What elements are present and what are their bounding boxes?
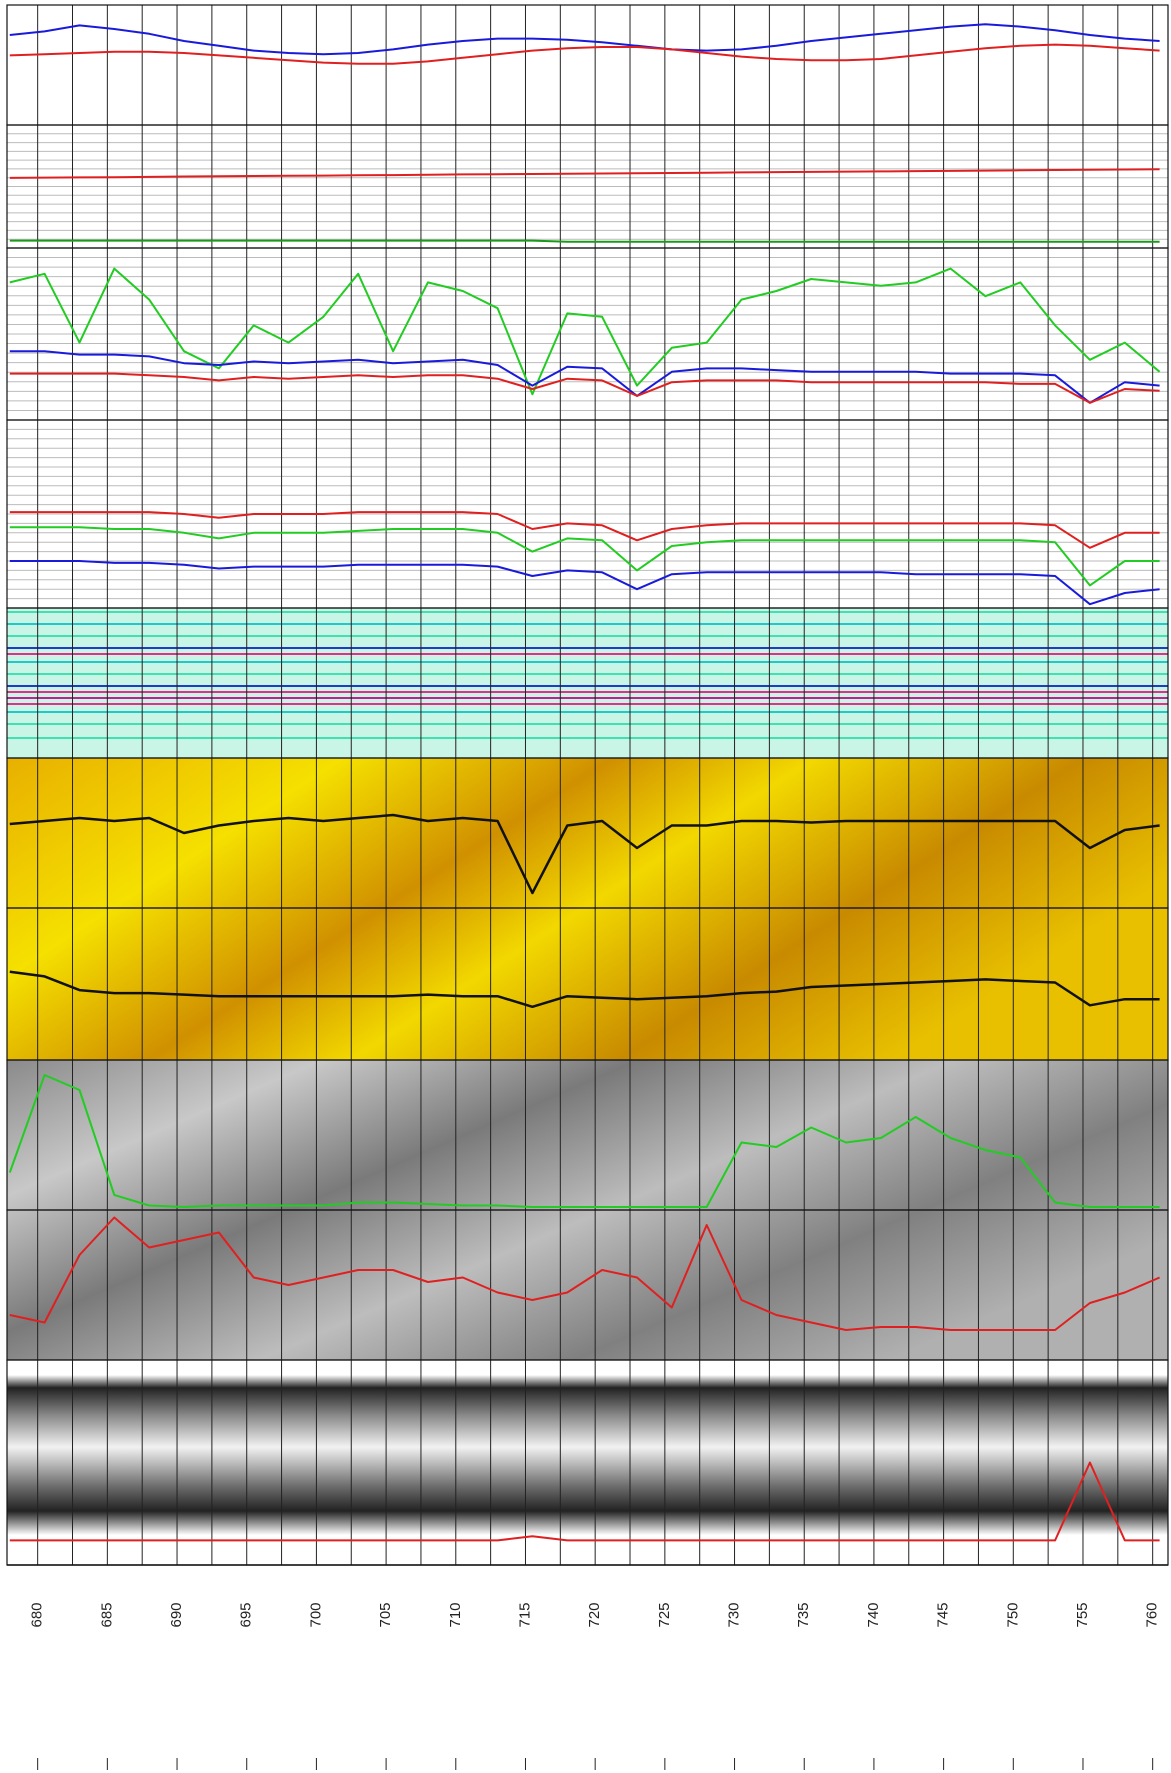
track-frame <box>6 4 1169 126</box>
curve <box>9 970 1160 1009</box>
yellow-image <box>7 758 1168 1060</box>
x-tick-label: 715 <box>516 1602 533 1627</box>
curve <box>9 23 1160 56</box>
x-tick-label: 700 <box>307 1602 324 1627</box>
track-backgrounds <box>7 608 1168 1535</box>
curve <box>9 168 1160 179</box>
x-tick-label: 745 <box>935 1602 952 1627</box>
x-tick-label: 705 <box>377 1602 394 1627</box>
curve <box>9 239 1160 243</box>
band-image <box>7 1375 1168 1535</box>
curve <box>9 43 1160 65</box>
curve <box>9 526 1160 587</box>
curve <box>9 560 1160 606</box>
x-tick-label: 720 <box>586 1602 603 1627</box>
x-tick-label: 710 <box>447 1602 464 1627</box>
x-tick-label: 740 <box>865 1602 882 1627</box>
curve <box>9 350 1160 404</box>
x-tick-label: 725 <box>656 1602 673 1627</box>
curve <box>9 267 1161 396</box>
curve <box>9 1216 1160 1331</box>
x-tick-label: 685 <box>98 1602 115 1627</box>
curve <box>8 1074 1160 1208</box>
x-tick-label: 760 <box>1144 1602 1161 1627</box>
x-tick-label: 680 <box>29 1602 46 1627</box>
curve <box>9 372 1160 404</box>
x-tick-label: 690 <box>168 1602 185 1627</box>
x-tick-label: 755 <box>1074 1602 1091 1627</box>
x-tick-label: 695 <box>238 1602 255 1627</box>
curve <box>9 1461 1160 1542</box>
spectrum-image <box>7 608 1168 758</box>
curve <box>9 813 1160 895</box>
x-tick-label: 750 <box>1004 1602 1021 1627</box>
x-tick-label: 730 <box>726 1602 743 1627</box>
curve <box>9 511 1160 549</box>
x-tick-label: 735 <box>795 1602 812 1627</box>
